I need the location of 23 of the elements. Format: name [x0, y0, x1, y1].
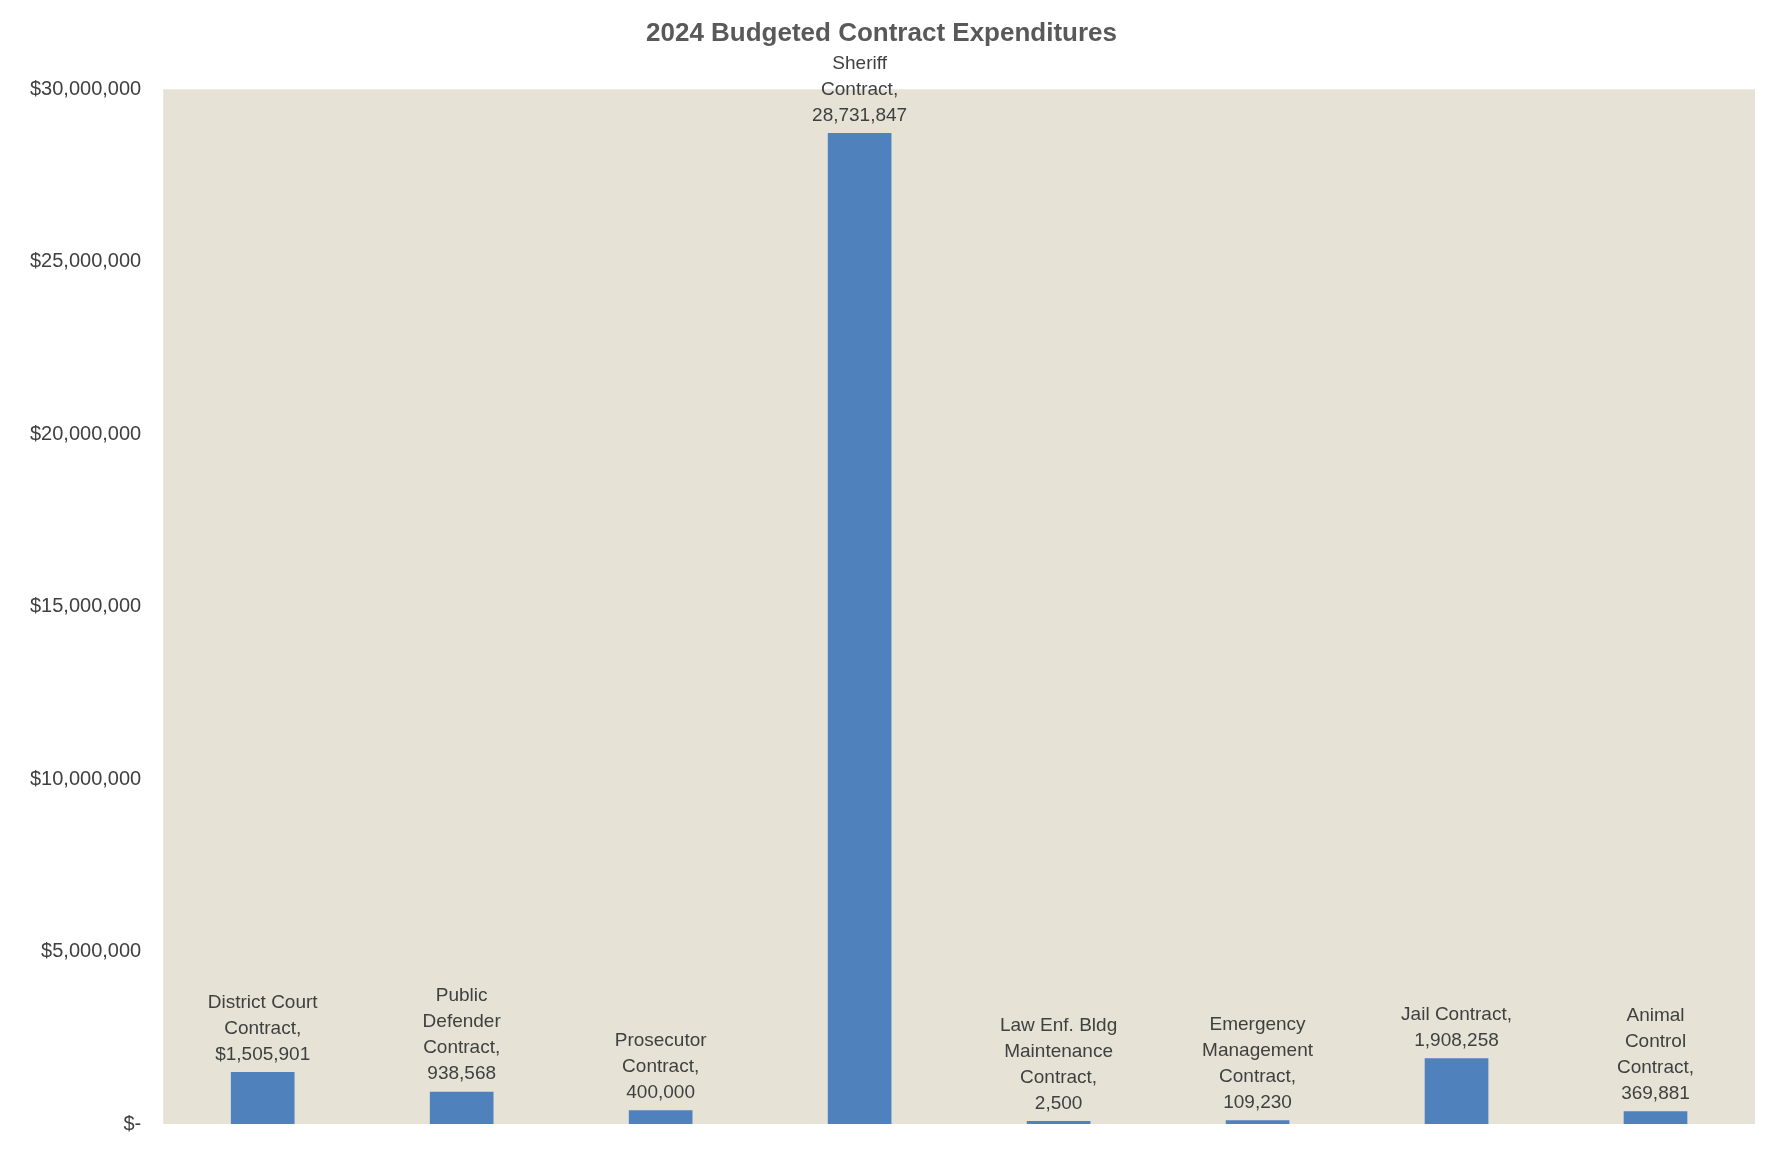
- data-label: Public Defender Contract, 938,568: [422, 984, 502, 1084]
- y-tick-label: $5,000,000: [41, 939, 142, 962]
- bar: [1225, 1120, 1290, 1124]
- data-label: Emergency Management Contract, 109,230: [1202, 1012, 1314, 1112]
- y-tick-label: $10,000,000: [29, 766, 142, 789]
- data-label: Jail Contract, 1,908,258: [1401, 1002, 1512, 1050]
- bar: [230, 1072, 295, 1124]
- y-tick-label: $20,000,000: [29, 421, 142, 444]
- bar: [1623, 1111, 1688, 1124]
- chart-title: 2024 Budgeted Contract Expenditures: [646, 16, 1117, 47]
- data-label: Law Enf. Bldg Maintenance Contract, 2,500: [999, 1013, 1118, 1113]
- bar: [1424, 1058, 1489, 1124]
- y-tick-label: $25,000,000: [29, 249, 142, 272]
- bar: [429, 1091, 494, 1124]
- data-label: Animal Control Contract, 369,881: [1616, 1003, 1695, 1103]
- data-label: Sheriff Contract, 28,731,847: [812, 51, 908, 125]
- bar: [827, 132, 892, 1124]
- y-tick-label: $30,000,000: [29, 76, 142, 99]
- bar: [628, 1110, 693, 1124]
- data-label: District Court Contract, $1,505,901: [207, 990, 319, 1064]
- y-tick-label: $15,000,000: [29, 594, 142, 617]
- data-label: Prosecutor Contract, 400,000: [614, 1028, 708, 1102]
- y-tick-label: $-: [123, 1111, 142, 1134]
